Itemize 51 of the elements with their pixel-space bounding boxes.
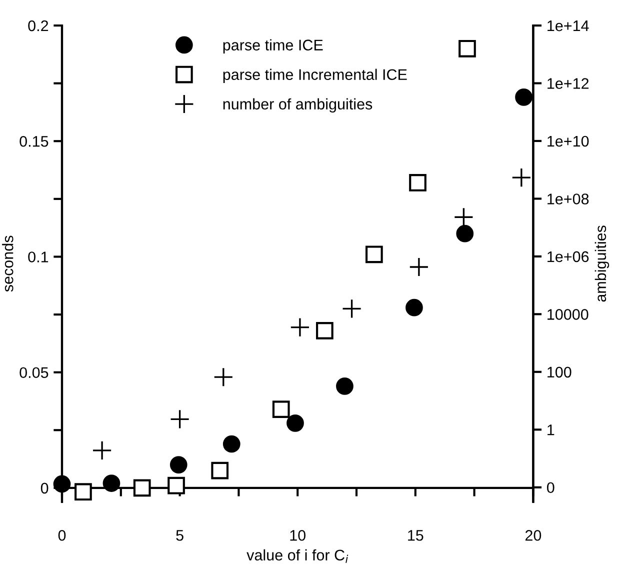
point [272,400,290,418]
x-tick-label: 5 [176,530,184,541]
y-axis-title: seconds [2,236,14,292]
y2-tick-label: 1e+06 [548,251,589,262]
x-axis-title: value of i for C$_{i}$ [246,549,348,563]
y2-tick-label: 0 [546,482,554,494]
point [286,414,304,432]
point [290,317,310,338]
point [454,207,474,227]
point [342,298,362,319]
x-tick-label: 15 [408,530,424,541]
point [409,174,426,192]
y-tick-label: 0.05 [20,367,48,378]
y-tick-label: 0.15 [20,136,48,147]
y-tick-label: 0.1 [28,252,48,262]
y2-tick-label: 1e+10 [548,136,589,147]
point [515,88,532,106]
point [133,479,151,497]
point [92,440,112,460]
point [170,409,190,430]
x-tick-label: 20 [525,530,542,541]
point [74,483,92,501]
y2-tick-label: 100 [548,366,572,378]
point [170,456,188,474]
point [458,40,476,58]
point [512,168,532,188]
point [53,475,71,493]
legend-label: parse time Incremental ICE [223,68,407,84]
point [168,476,185,494]
point [222,435,240,453]
y2-tick-label: 1 [548,424,554,436]
y2-tick-label: 1e+08 [548,194,589,204]
x-tick-label: 10 [290,530,306,541]
y-tick-label: 0.2 [28,20,48,32]
y2-tick-label: 1e+14 [548,20,589,32]
point [336,378,354,395]
point [214,367,234,387]
y2-axis-title: ambiguities [594,226,610,302]
point [456,224,474,242]
y-tick-label: 0 [40,482,48,494]
point [102,474,120,492]
x-tick-label: 0 [58,530,66,541]
point [211,462,229,480]
point [409,257,429,277]
point [316,322,334,340]
y2-tick-label: 1e+12 [548,78,589,89]
legend-label: parse time ICE [223,39,323,54]
point [406,298,423,316]
legend-label: number of ambiguities [223,98,372,113]
point [365,246,383,264]
y2-tick-label: 10000 [548,309,588,320]
